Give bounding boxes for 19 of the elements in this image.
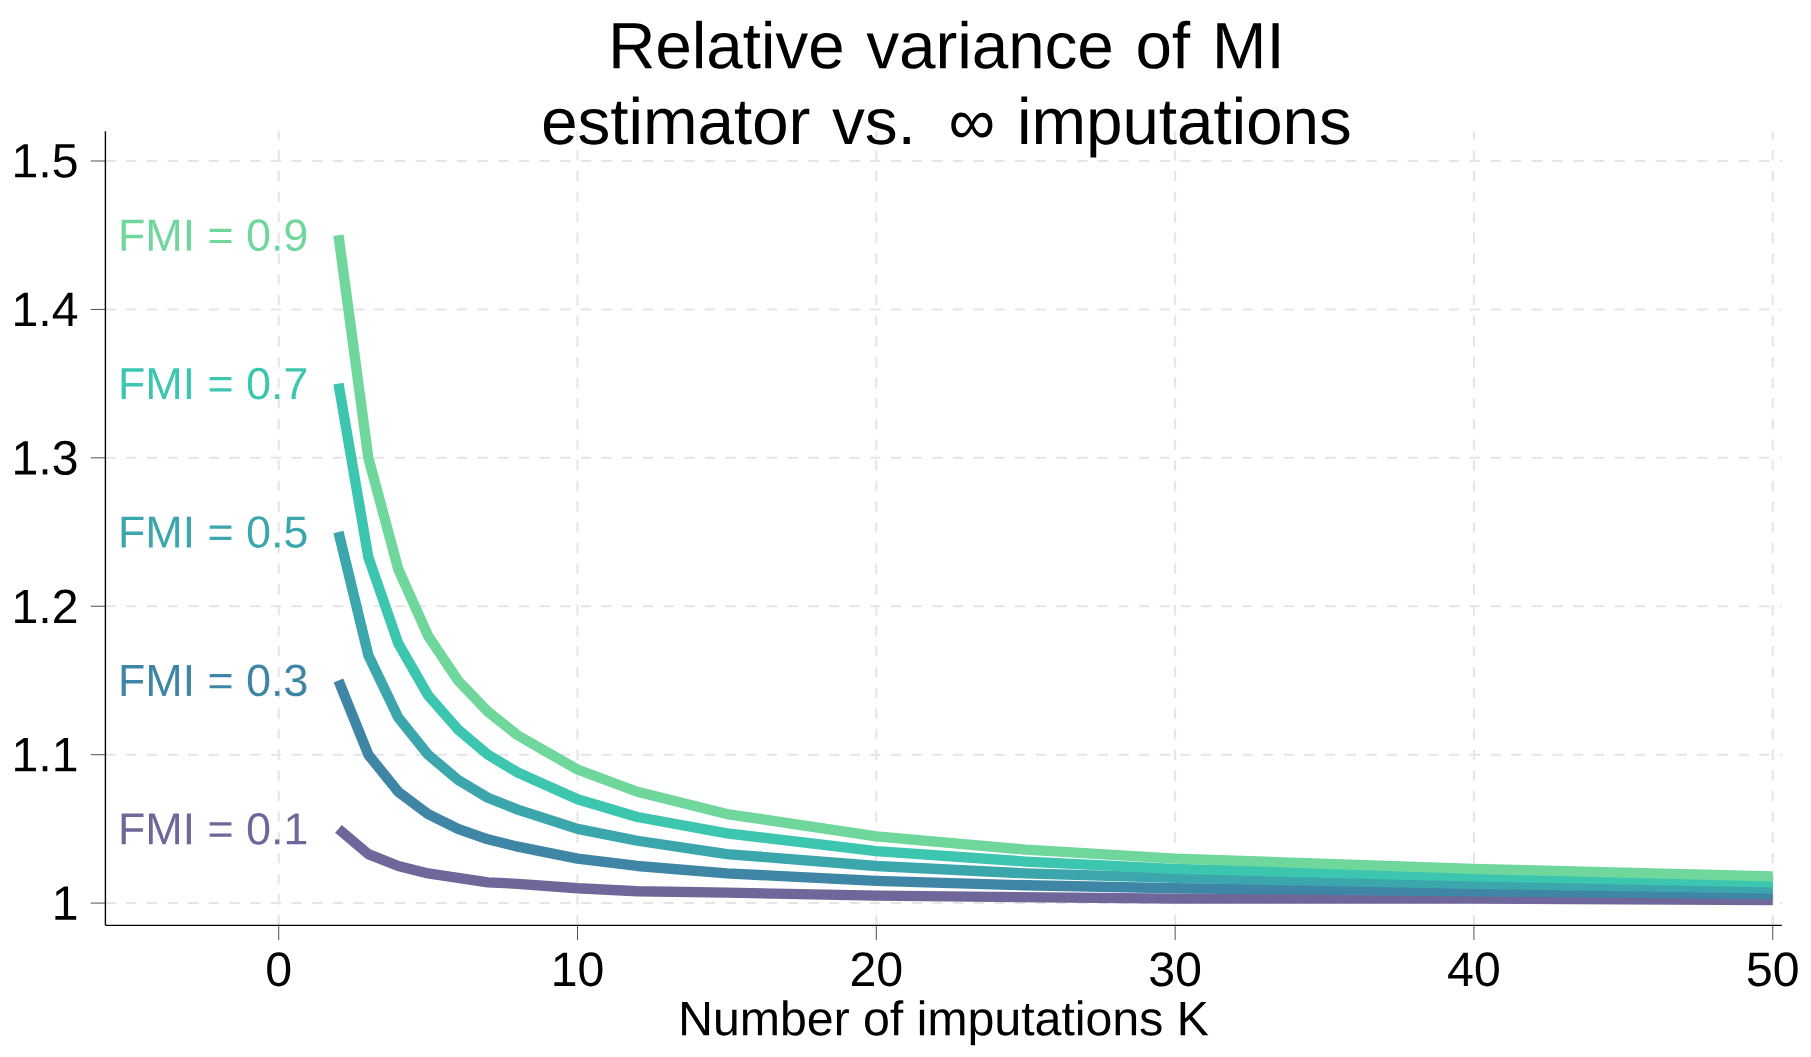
series-label: FMI = 0.1	[121, 813, 307, 845]
series-label: FMI = 0.9	[121, 219, 307, 252]
chart-title: Relative variance of MI estimator vs. ∞ imputations	[543, 20, 1350, 158]
x-axis-title: Number of imputations K	[682, 1000, 1209, 1046]
y-tick-label: 1.3	[15, 440, 77, 476]
y-tick-label: 1.1	[15, 738, 77, 772]
x-tick-label: 50	[1747, 952, 1798, 987]
x-tick-label: 30	[1150, 952, 1201, 987]
series-label: FMI = 0.5	[121, 516, 307, 549]
y-tick-label: 1.4	[15, 292, 78, 327]
y-tick-label: 1.2	[15, 589, 77, 624]
y-tick-label: 1	[55, 886, 77, 920]
x-tick-label: 40	[1448, 952, 1499, 987]
x-tick-label: 20	[851, 952, 902, 987]
series-label: FMI = 0.7	[121, 367, 307, 400]
series-label: FMI = 0.3	[121, 664, 307, 697]
y-tick-label: 1.5	[15, 144, 77, 178]
x-tick-label: 0	[267, 952, 291, 987]
x-tick-label: 10	[554, 952, 603, 987]
